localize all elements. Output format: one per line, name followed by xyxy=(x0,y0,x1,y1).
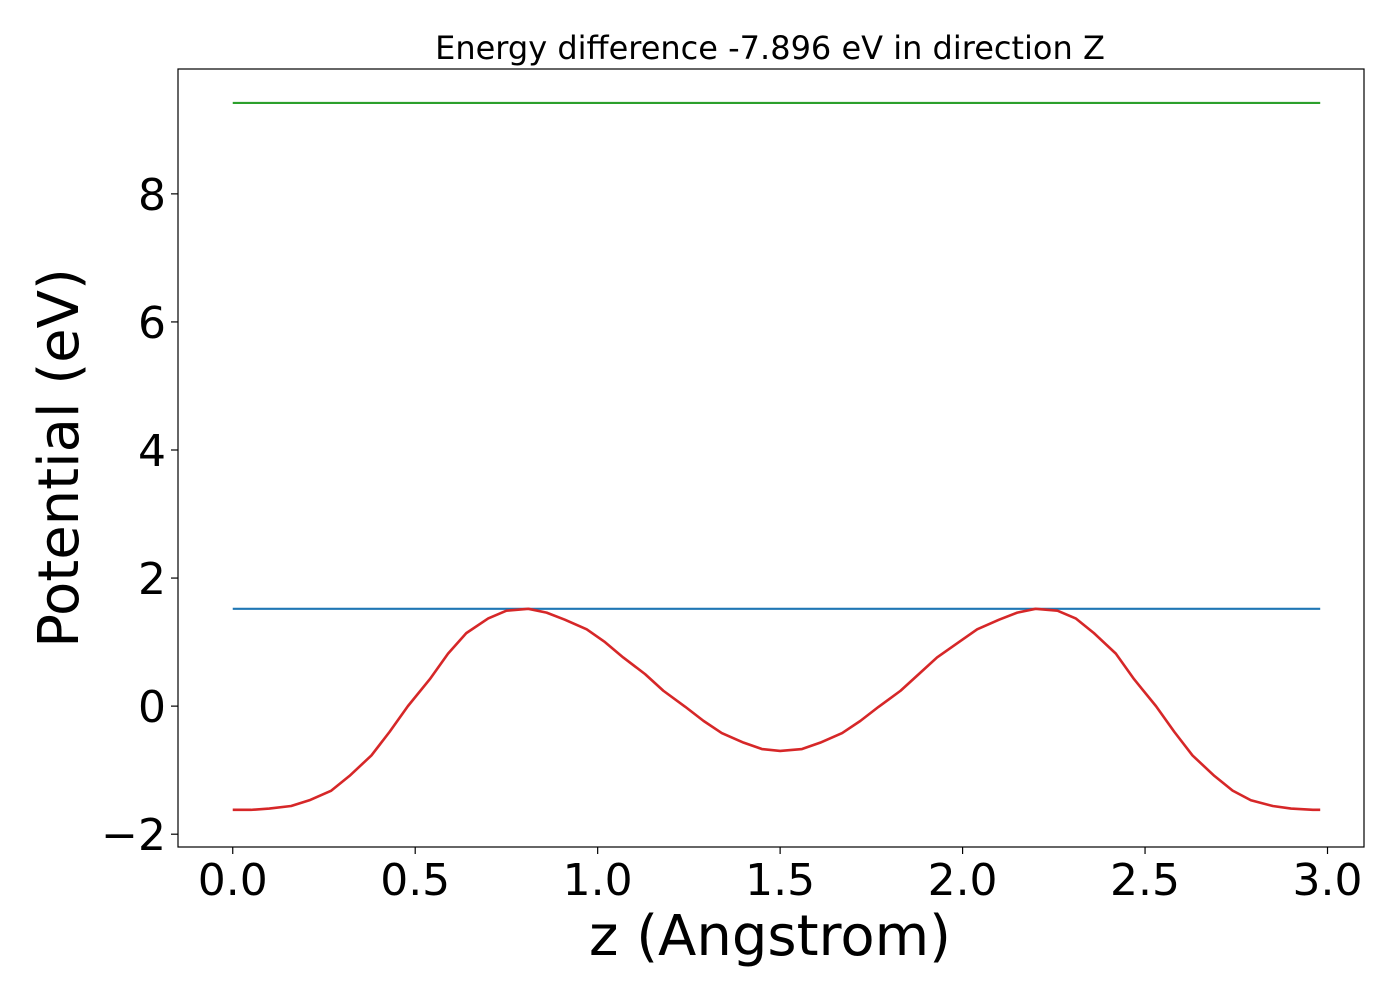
y-tick-label: 4 xyxy=(138,426,166,477)
y-tick-label: −2 xyxy=(101,810,166,861)
plot-frame xyxy=(177,68,1365,848)
x-tick-label: 1.5 xyxy=(745,855,815,906)
x-tick-label: 2.5 xyxy=(1110,855,1180,906)
x-axis-title: z (Angstrom) xyxy=(589,904,951,969)
y-tick-label: 2 xyxy=(138,554,166,605)
chart-title: Energy difference -7.896 eV in direction… xyxy=(435,29,1105,67)
plot-background xyxy=(178,69,1364,847)
axes-layer: 0.0 0.5 1.0 1.5 2.0 2.5 3.0 −2 0 2 4 6 8 xyxy=(101,68,1365,906)
y-axis-title: Potential (eV) xyxy=(27,268,92,648)
series-line-3 xyxy=(232,607,1321,812)
y-tick-label: 6 xyxy=(138,298,166,349)
x-tick-label: 0.0 xyxy=(198,855,268,906)
plot-area xyxy=(178,69,1364,847)
series-layer xyxy=(232,101,1321,812)
x-tick-label: 0.5 xyxy=(380,855,450,906)
x-tick-label: 2.0 xyxy=(928,855,998,906)
x-tick-label: 1.0 xyxy=(563,855,633,906)
y-tick-label: 0 xyxy=(138,682,166,733)
x-tick-label: 3.0 xyxy=(1293,855,1363,906)
y-tick-label: 8 xyxy=(138,170,166,221)
